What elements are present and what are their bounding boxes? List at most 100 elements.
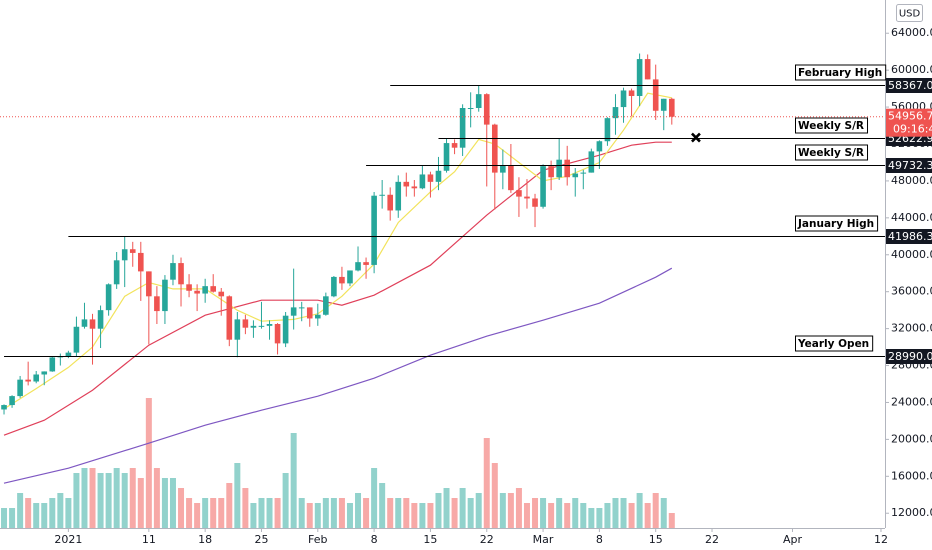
x-tick-label: 22: [705, 533, 719, 546]
x-tick-label: Feb: [308, 533, 327, 546]
candle-body: [146, 271, 152, 297]
level-label: Weekly S/R: [798, 120, 864, 132]
price-tag: [886, 158, 932, 173]
x-tick-label: Mar: [533, 533, 554, 546]
volume-bar: [330, 498, 337, 528]
y-tick-label: 60000.00: [891, 63, 932, 76]
candle-body: [226, 296, 233, 340]
candle-body: [202, 286, 208, 294]
volume-bar: [49, 498, 56, 528]
candle-body: [588, 151, 595, 173]
candle-body: [258, 325, 265, 327]
candle-body: [355, 262, 361, 271]
candle-body: [459, 108, 466, 148]
candle-body: [516, 190, 522, 197]
candle-body: [113, 260, 120, 285]
y-tick-label: 16000.00: [891, 469, 932, 482]
volume-bar: [636, 493, 643, 528]
volume-bar: [282, 473, 289, 528]
last-price-label: 54956.72: [888, 110, 932, 123]
candle-body: [129, 249, 136, 253]
volume-bar: [113, 468, 120, 528]
price-tag-label: 49732.30: [888, 159, 932, 172]
y-tick-label: 32000.00: [891, 322, 932, 335]
candle-body: [508, 165, 514, 191]
currency-box[interactable]: [896, 4, 923, 22]
candle-body: [25, 379, 31, 382]
candle-body: [266, 324, 273, 326]
volume-bar: [620, 498, 627, 528]
volume-bar: [467, 498, 474, 528]
candle-body: [612, 107, 619, 119]
level-label-box: [795, 64, 887, 81]
candle-body: [65, 352, 72, 357]
volume-bar: [548, 503, 555, 528]
volume-bar: [572, 498, 579, 528]
candle-body: [491, 124, 498, 173]
volume-bar: [507, 493, 514, 528]
volume-bar: [234, 463, 241, 528]
candle-body: [298, 307, 305, 309]
candle-body: [363, 262, 369, 265]
candle-body: [306, 307, 313, 319]
candle-body: [620, 90, 627, 108]
volume-bar: [379, 483, 386, 528]
candle-body: [81, 319, 88, 327]
candle-body: [532, 198, 538, 207]
volume-bar: [169, 478, 176, 528]
volume-bar: [668, 513, 675, 528]
candle-body: [234, 319, 241, 340]
volume-bar: [9, 508, 16, 528]
price-tag-label: 28990.08: [888, 350, 932, 363]
candle-body: [274, 324, 281, 344]
candle-body: [194, 290, 200, 294]
cross-marker: [691, 132, 701, 143]
volume-bar: [515, 488, 522, 528]
candle-body: [17, 379, 23, 397]
candle-body: [548, 166, 554, 178]
candle-body: [347, 270, 353, 284]
volume-bar: [202, 498, 209, 528]
volume-bar: [564, 503, 571, 528]
candle-body: [178, 263, 184, 285]
candle-body: [451, 143, 458, 148]
volume-bar: [153, 468, 160, 528]
candle-body: [33, 374, 40, 382]
candle-body: [323, 296, 329, 315]
volume-bar: [403, 498, 410, 528]
price-tag-label: 58367.00: [888, 79, 932, 92]
candle-body: [572, 173, 579, 178]
x-tick-label: 11: [142, 533, 156, 546]
volume-bar: [588, 508, 595, 528]
volume-bar: [41, 503, 48, 528]
volume-bar: [290, 433, 297, 528]
price-tag: [886, 229, 932, 244]
volume-bar: [628, 503, 635, 528]
y-tick-label: 20000.00: [891, 432, 932, 445]
last-price-tag: [886, 108, 932, 137]
candle-body: [411, 186, 418, 189]
candle-body: [443, 143, 450, 171]
volume-bar: [580, 503, 587, 528]
volume-bar: [274, 498, 281, 528]
candle-body: [419, 174, 426, 189]
candle-body: [371, 195, 377, 265]
volume-bar: [322, 498, 329, 528]
candle-body: [49, 357, 56, 372]
candle-body: [9, 396, 15, 406]
candle-body: [540, 166, 546, 207]
candle-body: [242, 319, 249, 328]
candle-body: [73, 326, 80, 353]
volume-bar: [218, 498, 225, 528]
candle-body: [660, 98, 667, 111]
volume-bar: [338, 498, 345, 528]
candle-body: [290, 307, 297, 316]
candle-body: [170, 263, 176, 280]
volume-bar: [355, 493, 362, 528]
candle-body: [556, 159, 562, 178]
volume-bar: [33, 503, 40, 528]
volume-bar: [556, 498, 563, 528]
level-label-box: [795, 144, 869, 161]
x-tick-label: 22: [480, 533, 494, 546]
